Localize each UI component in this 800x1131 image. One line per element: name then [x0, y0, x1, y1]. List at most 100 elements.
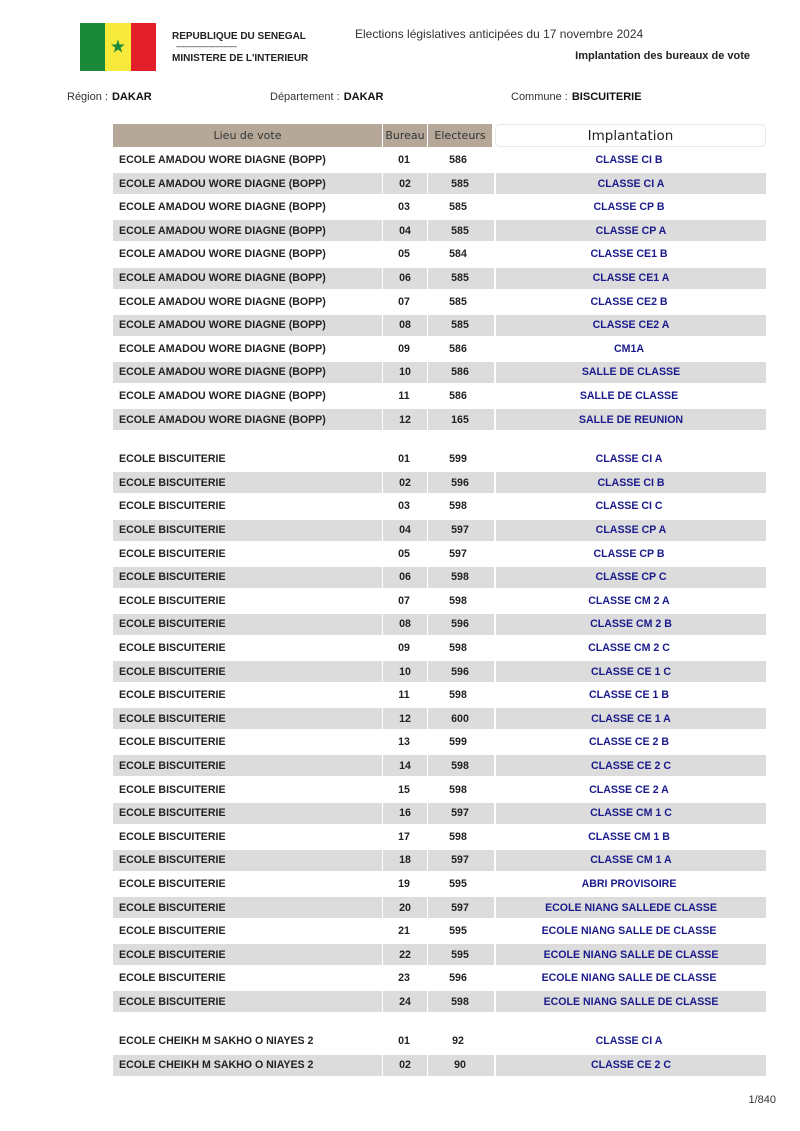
header-implantation: Implantation [495, 124, 766, 147]
cell-lieu: ECOLE BISCUITERIE [119, 594, 226, 607]
election-title: Elections législatives anticipées du 17 … [355, 27, 644, 41]
senegal-flag: ★ [80, 23, 156, 71]
cell-lieu: ECOLE AMADOU WORE DIAGNE (BOPP) [119, 201, 326, 214]
departement: Département : DAKAR [270, 91, 383, 103]
cell-bureau: 23 [398, 972, 410, 985]
cell-electeurs: 586 [449, 390, 467, 403]
cell-lieu: ECOLE BISCUITERIE [119, 759, 226, 772]
group-spacer [113, 430, 766, 446]
table-row: ECOLE CHEIKH M SAKHO O NIAYES 2 02 90 CLASS… [113, 1054, 766, 1076]
cell-electeurs: 595 [449, 925, 467, 938]
cell-electeurs: 598 [449, 641, 467, 654]
cell-implantation: CLASSE CE 1 C [494, 661, 766, 683]
table-row: ECOLE BISCUITERIE 03 598 CLASSE CI C [113, 496, 766, 517]
cell-lieu: ECOLE AMADOU WORE DIAGNE (BOPP) [119, 224, 326, 237]
cell-bureau: 10 [382, 361, 428, 383]
table-row: ECOLE BISCUITERIE 21 595 ECOLE NIANG SALLE … [113, 921, 766, 942]
cell-implantation: ECOLE NIANG SALLEDE CLASSE [494, 897, 766, 918]
cell-lieu: ECOLE AMADOU WORE DIAGNE (BOPP) [119, 248, 326, 261]
cell-lieu: ECOLE AMADOU WORE DIAGNE (BOPP) [119, 154, 326, 167]
cell-electeurs: 598 [451, 995, 469, 1008]
cell-implantation: CLASSE CM 1 C [494, 802, 766, 824]
cell-electeurs: 600 [451, 712, 469, 725]
cell-implantation: CLASSE CE1 B [590, 248, 668, 261]
cell-implantation: CLASSE CP B [593, 547, 665, 560]
page-number: 1/840 [748, 1094, 776, 1106]
cell-lieu: ECOLE AMADOU WORE DIAGNE (BOPP) [119, 342, 326, 355]
cell-bureau: 08 [382, 613, 428, 635]
cell-lieu: ECOLE BISCUITERIE [119, 948, 226, 961]
cell-bureau: 09 [398, 641, 410, 654]
cell-bureau: 07 [398, 594, 410, 607]
cell-lieu: ECOLE AMADOU WORE DIAGNE (BOPP) [119, 177, 326, 190]
cell-bureau: 07 [398, 295, 410, 308]
cell-implantation: CLASSE CI A [595, 453, 663, 466]
table-row: ECOLE BISCUITERIE 04 597 CLASSE CP A [113, 519, 766, 541]
cell-lieu: ECOLE BISCUITERIE [119, 500, 226, 513]
cell-implantation: CLASSE CE2 B [590, 295, 668, 308]
cell-lieu: ECOLE AMADOU WORE DIAGNE (BOPP) [119, 413, 326, 426]
cell-lieu: ECOLE BISCUITERIE [119, 476, 226, 489]
cell-bureau: 03 [398, 201, 410, 214]
cell-electeurs: 586 [451, 366, 469, 379]
cell-implantation: SALLE DE REUNION [494, 409, 766, 431]
cell-electeurs: 596 [451, 618, 469, 631]
cell-bureau: 17 [398, 830, 410, 843]
table-row: ECOLE AMADOU WORE DIAGNE (BOPP) 05 584 CLAS… [113, 244, 766, 265]
cell-electeurs: 598 [449, 830, 467, 843]
commune: Commune : BISCUITERIE [511, 91, 642, 103]
table-row: ECOLE BISCUITERIE 11 598 CLASSE CE 1 B [113, 685, 766, 706]
departement-value: DAKAR [343, 91, 384, 103]
cell-electeurs: 598 [451, 759, 469, 772]
cell-implantation: CLASSE CI C [595, 500, 663, 513]
cell-lieu: ECOLE BISCUITERIE [119, 830, 226, 843]
table-row: ECOLE BISCUITERIE 18 597 CLASSE CM 1 A [113, 849, 766, 871]
cell-implantation: ECOLE NIANG SALLE DE CLASSE [541, 972, 717, 985]
cell-electeurs: 585 [451, 319, 469, 332]
cell-bureau: 02 [382, 1054, 428, 1076]
cell-bureau: 11 [398, 390, 410, 403]
cell-bureau: 21 [398, 925, 410, 938]
cell-electeurs: 586 [449, 342, 467, 355]
cell-bureau: 01 [398, 453, 410, 466]
cell-electeurs: 585 [451, 272, 469, 285]
cell-implantation: CLASSE CM 2 C [588, 641, 670, 654]
header-lieu: Lieu de vote [113, 124, 382, 147]
cell-electeurs: 92 [452, 1035, 464, 1048]
table-row: ECOLE AMADOU WORE DIAGNE (BOPP) 10 586 SALL… [113, 361, 766, 383]
cell-lieu: ECOLE AMADOU WORE DIAGNE (BOPP) [119, 390, 326, 403]
cell-implantation: CLASSE CI A [595, 1035, 663, 1048]
cell-electeurs: 586 [449, 154, 467, 167]
cell-bureau: 01 [398, 154, 410, 167]
table-row: ECOLE BISCUITERIE 19 595 ABRI PROVISOIRE [113, 873, 766, 894]
cell-bureau: 10 [382, 661, 428, 683]
cell-implantation: CLASSE CP C [494, 566, 766, 588]
cell-bureau: 03 [398, 500, 410, 513]
cell-implantation: CLASSE CI A [494, 173, 766, 195]
cell-electeurs: 598 [449, 500, 467, 513]
cell-implantation: CLASSE CM 1 B [588, 830, 670, 843]
cell-lieu: ECOLE BISCUITERIE [119, 618, 226, 631]
table-row: ECOLE BISCUITERIE 13 599 CLASSE CE 2 B [113, 732, 766, 753]
cell-lieu: ECOLE BISCUITERIE [119, 641, 226, 654]
table-row: ECOLE BISCUITERIE 09 598 CLASSE CM 2 C [113, 637, 766, 658]
cell-implantation: CLASSE CI B [494, 472, 766, 494]
cell-bureau: 09 [398, 342, 410, 355]
cell-implantation: CLASSE CE 2 C [494, 755, 766, 777]
table-row: ECOLE BISCUITERIE 15 598 CLASSE CE 2 A [113, 779, 766, 800]
cell-electeurs: 599 [449, 736, 467, 749]
table-row: ECOLE BISCUITERIE 07 598 CLASSE CM 2 A [113, 590, 766, 611]
table-row: ECOLE AMADOU WORE DIAGNE (BOPP) 11 586 SALL… [113, 386, 766, 407]
table-row: ECOLE AMADOU WORE DIAGNE (BOPP) 02 585 CLAS… [113, 173, 766, 195]
cell-lieu: ECOLE BISCUITERIE [119, 712, 226, 725]
document-title: Implantation des bureaux de vote [575, 50, 750, 62]
cell-bureau: 05 [398, 547, 410, 560]
cell-implantation: ECOLE NIANG SALLE DE CLASSE [541, 925, 717, 938]
cell-implantation: ECOLE NIANG SALLE DE CLASSE [494, 944, 766, 966]
commune-label: Commune : [511, 91, 568, 103]
cell-implantation: ECOLE NIANG SALLE DE CLASSE [494, 991, 766, 1013]
departement-label: Département : [270, 91, 340, 103]
table-row: ECOLE BISCUITERIE 20 597 ECOLE NIANG SALLED… [113, 897, 766, 918]
polling-stations-table: Lieu de vote Bureau Electeurs Implantati… [113, 124, 766, 1076]
cell-bureau: 15 [398, 783, 410, 796]
